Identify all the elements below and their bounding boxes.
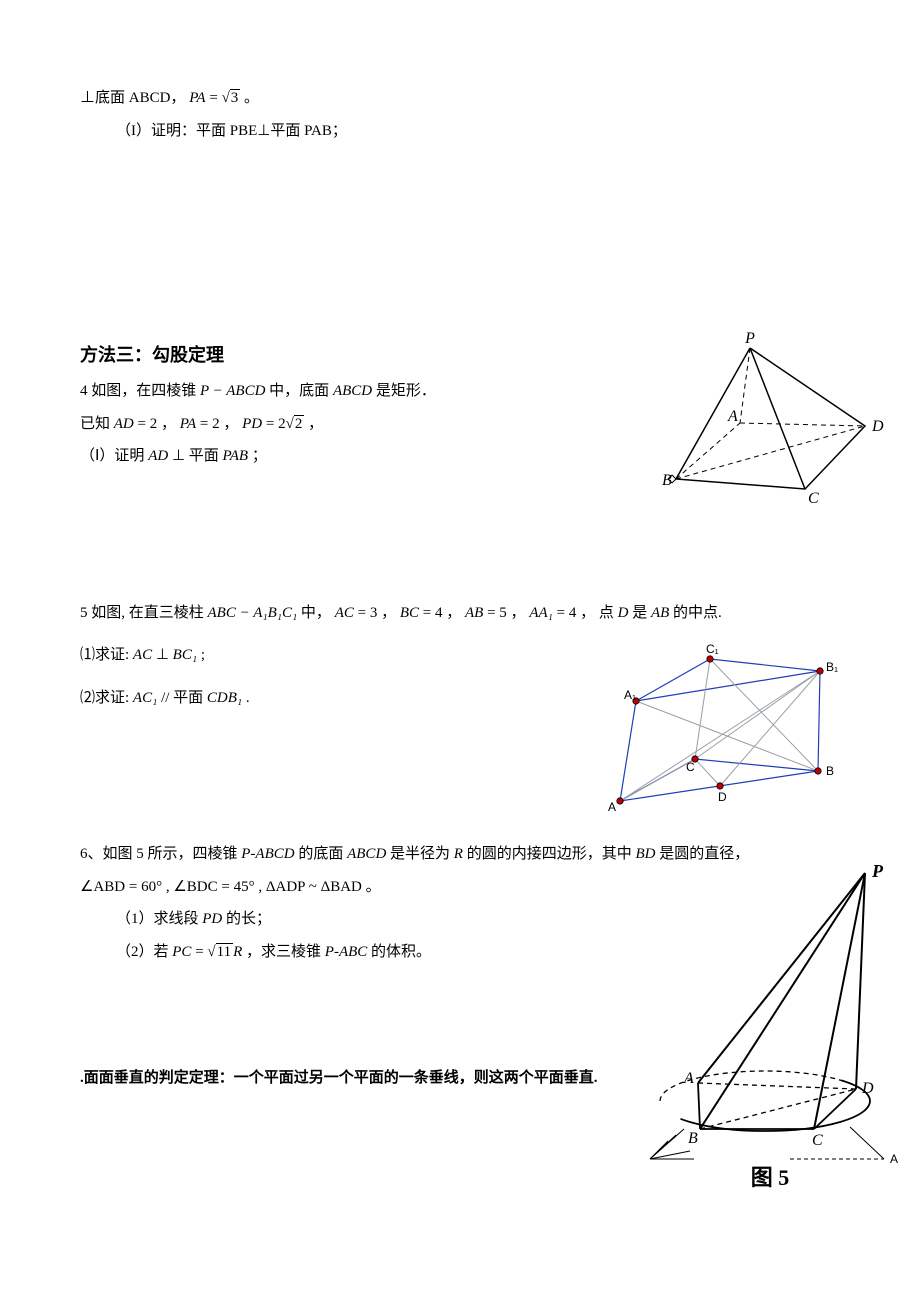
p4-line1: 4 如图，在四棱锥 P − ABCD 中，底面 ABCD 是矩形．: [80, 377, 520, 406]
lbl-A: A: [608, 800, 616, 814]
lbl-B: B: [826, 764, 834, 778]
lbl-D: D: [718, 790, 727, 804]
lbl-B1: B₁: [826, 660, 838, 674]
p5-q2: ⑵求证: AC₁ // 平面 CDB₁ .: [80, 684, 520, 713]
eq: =: [209, 90, 221, 106]
top-line1: ⊥底面 ABCD， PA = 3 。: [80, 84, 840, 113]
text: ⊥底面 ABCD，: [80, 90, 185, 106]
fig5-caption: 图 5: [640, 1160, 900, 1192]
lbl-A: A: [727, 408, 738, 425]
pyramid-svg: P A B C D: [640, 331, 890, 511]
spacer: [80, 149, 840, 329]
p4-line2: 已知 AD = 2 ， PA = 2 ， PD = 22 ，: [80, 410, 520, 439]
lbl-A-bottom: A: [890, 1152, 898, 1166]
lbl-P: P: [871, 861, 884, 881]
lbl-B: B: [662, 472, 672, 489]
lbl-A: A: [683, 1070, 694, 1087]
spacer4: [80, 970, 620, 1060]
bottom-diagram: A: [80, 1113, 840, 1163]
p6-line2: ∠ABD = 60° , ∠BDC = 45° , ΔADP ~ ΔBAD 。: [80, 873, 620, 902]
sqrt2: 2: [286, 410, 305, 439]
pa-var: PA: [189, 90, 205, 106]
p5-text: ⑴求证: AC ⊥ BC₁ ; ⑵求证: AC₁ // 平面 CDB₁ .: [80, 641, 520, 712]
period: 。: [244, 90, 259, 106]
method3-block: 方法三：勾股定理 4 如图，在四棱锥 P − ABCD 中，底面 ABCD 是矩…: [80, 341, 840, 471]
p6-q1: （1）求线段 PD 的长；: [80, 905, 620, 934]
prism-svg: A₁ C₁ B₁ A B C D: [600, 641, 850, 821]
p5-line1: 5 如图, 在直三棱柱 ABC − A₁B₁C₁ 中， AC = 3 ， BC …: [80, 599, 840, 628]
lbl-A1: A₁: [624, 688, 636, 702]
method3-text: 方法三：勾股定理 4 如图，在四棱锥 P − ABCD 中，底面 ABCD 是矩…: [80, 341, 520, 471]
lbl-D: D: [871, 418, 884, 435]
p6-body: ∠ABD = 60° , ∠BDC = 45° , ΔADP ~ ΔBAD 。 …: [80, 873, 840, 1093]
sqrt11: 11: [207, 938, 233, 967]
text: （I）证明：平面 PBE⊥平面 PAB；: [116, 123, 347, 139]
top-sub1: （I）证明：平面 PBE⊥平面 PAB；: [80, 117, 840, 146]
p5-body: ⑴求证: AC ⊥ BC₁ ; ⑵求证: AC₁ // 平面 CDB₁ .: [80, 641, 840, 712]
lbl-D: D: [861, 1080, 874, 1097]
theorem: .面面垂直的判定定理：一个平面过另一个平面的一条垂线，则这两个平面垂直.: [80, 1064, 600, 1093]
figure-pyramid-pabcd: P A B C D: [640, 331, 890, 516]
p4-line3: （Ⅰ）证明 AD ⊥ 平面 PAB ；: [80, 442, 520, 471]
lbl-P: P: [744, 330, 755, 347]
lbl-C: C: [686, 760, 695, 774]
plane-svg: A: [640, 1113, 900, 1163]
lbl-C1: C₁: [706, 642, 719, 656]
figure-prism: A₁ C₁ B₁ A B C D: [600, 641, 850, 826]
lbl-C: C: [808, 490, 819, 507]
p6-q2: （2）若 PC = 11R ，求三棱锥 P-ABC 的体积。: [80, 938, 620, 967]
method3-heading: 方法三：勾股定理: [80, 341, 520, 367]
p5-q1: ⑴求证: AC ⊥ BC₁ ;: [80, 641, 520, 670]
page: ⊥底面 ABCD， PA = 3 。 （I）证明：平面 PBE⊥平面 PAB； …: [0, 0, 920, 1203]
sqrt3: 3: [222, 84, 241, 113]
p6-text: ∠ABD = 60° , ∠BDC = 45° , ΔADP ~ ΔBAD 。 …: [80, 873, 620, 1093]
fig5-svg: P A B C D: [640, 861, 900, 1151]
